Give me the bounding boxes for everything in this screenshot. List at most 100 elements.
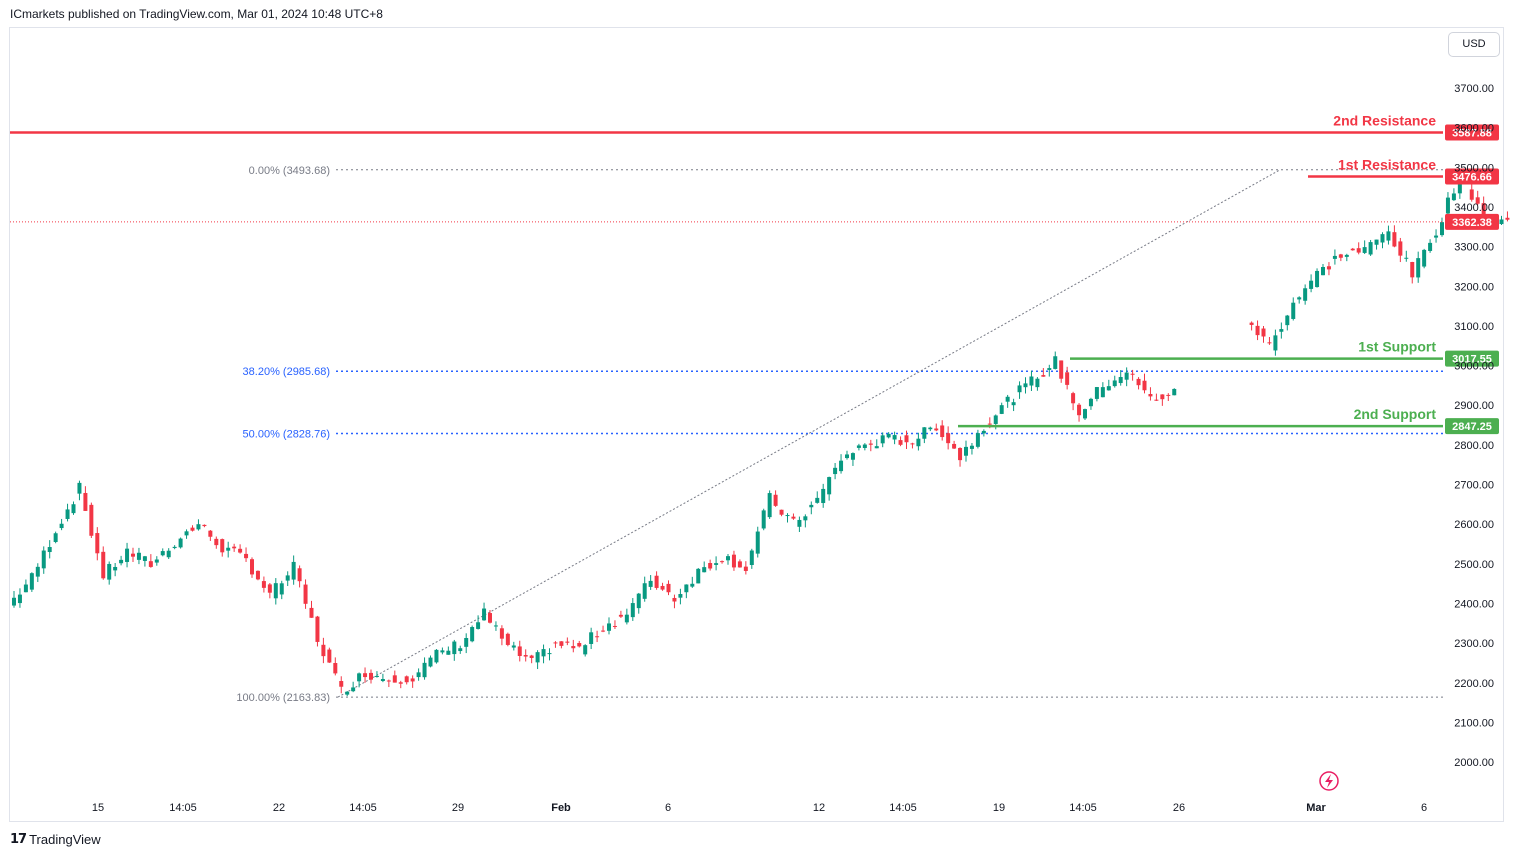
x-tick-label: 26 xyxy=(1173,802,1185,814)
candle-body xyxy=(410,678,415,682)
candle-body xyxy=(1273,335,1278,351)
candle-body xyxy=(1410,261,1415,278)
candle-body xyxy=(1309,280,1314,289)
level-label: 2nd Support xyxy=(1354,406,1437,422)
candle-body xyxy=(1285,315,1290,326)
candle-body xyxy=(1011,402,1016,406)
candle-body xyxy=(874,446,879,449)
candle-body xyxy=(791,516,796,519)
candle-body xyxy=(226,547,231,551)
candle-body xyxy=(856,445,861,448)
candle-body xyxy=(339,681,344,687)
candle-body xyxy=(928,427,933,430)
tradingview-brand: TradingView xyxy=(29,831,101,847)
chart-frame[interactable] xyxy=(9,27,1504,822)
candle-body xyxy=(422,662,427,678)
y-tick-label: 2900.00 xyxy=(1454,400,1494,412)
candle-body xyxy=(517,646,522,656)
candle-body xyxy=(505,633,510,645)
candle-body xyxy=(1392,232,1397,247)
candle-body xyxy=(398,682,403,684)
candle-body xyxy=(59,523,64,529)
candle-body xyxy=(1160,394,1165,400)
candle-body xyxy=(345,691,350,695)
candle-body xyxy=(303,584,308,604)
candle-body xyxy=(684,584,689,593)
candle-body xyxy=(1386,231,1391,241)
candle-body xyxy=(1326,266,1331,270)
candle-body xyxy=(642,583,647,599)
publisher-caption: ICmarkets published on TradingView.com, … xyxy=(10,7,383,21)
price-tag xyxy=(1445,168,1499,185)
candle-body xyxy=(267,584,272,593)
candle-body xyxy=(363,673,368,678)
candle-body xyxy=(309,607,314,618)
candle-body xyxy=(1172,388,1177,396)
candle-body xyxy=(880,435,885,444)
y-tick-label: 2400.00 xyxy=(1454,598,1494,610)
candle-body xyxy=(767,493,772,518)
tradingview-footer: 𝟭𝟳 TradingView xyxy=(10,831,101,847)
candle-body xyxy=(601,630,606,632)
candle-body xyxy=(101,551,106,579)
x-tick-label: 14:05 xyxy=(1069,802,1097,814)
flash-icon xyxy=(1319,771,1339,791)
candle-body xyxy=(535,652,540,663)
candle-body xyxy=(273,583,278,599)
x-tick-label: Mar xyxy=(1306,802,1326,814)
candle-body xyxy=(154,559,159,563)
candle-body xyxy=(1005,396,1010,402)
candle-body xyxy=(166,550,171,558)
candle-body xyxy=(1475,197,1480,204)
candle-body xyxy=(1505,217,1510,220)
fib-level-label: 100.00% (2163.83) xyxy=(236,692,330,704)
candle-body xyxy=(1094,387,1099,399)
candle-body xyxy=(672,597,677,602)
candle-body xyxy=(351,687,356,692)
candle-body xyxy=(773,494,778,506)
candle-body xyxy=(904,435,909,443)
candle-body xyxy=(1077,404,1082,416)
candle-body xyxy=(886,433,891,438)
candle-body xyxy=(369,672,373,680)
candle-body xyxy=(255,570,260,580)
candle-body xyxy=(65,509,70,519)
fib-level-label: 38.20% (2985.68) xyxy=(243,366,330,378)
candle-body xyxy=(1362,247,1367,253)
candle-body xyxy=(547,653,552,655)
currency-selector[interactable]: USD xyxy=(1448,32,1500,57)
candle-body xyxy=(1332,255,1337,259)
x-tick-label: 12 xyxy=(813,802,825,814)
candle-body xyxy=(946,433,951,444)
candle-body xyxy=(964,446,968,456)
tradingview-logo-icon: 𝟭𝟳 xyxy=(10,831,27,846)
candle-body xyxy=(488,613,492,623)
candle-body xyxy=(404,676,409,683)
candle-body xyxy=(291,561,296,580)
candle-body xyxy=(761,510,766,529)
candle-body xyxy=(1457,177,1462,194)
candle-body xyxy=(726,556,730,561)
fib-trend-line xyxy=(337,169,1281,698)
fib-level-label: 0.00% (3493.68) xyxy=(249,165,330,177)
candle-body xyxy=(232,546,237,549)
candle-body xyxy=(755,531,760,554)
candle-body xyxy=(136,552,141,560)
candle-body xyxy=(523,655,528,657)
candle-body xyxy=(654,575,659,588)
candle-body xyxy=(1154,399,1159,401)
candle-body xyxy=(1124,372,1129,380)
candle-body xyxy=(987,423,992,425)
y-tick-label: 2700.00 xyxy=(1454,480,1494,492)
candle-body xyxy=(261,581,266,588)
candle-body xyxy=(541,649,546,657)
candle-body xyxy=(1112,380,1117,387)
candle-body xyxy=(1118,377,1123,384)
candle-body xyxy=(589,632,594,644)
y-tick-label: 2500.00 xyxy=(1454,559,1494,571)
price-tag xyxy=(1445,418,1499,435)
level-label: 1st Resistance xyxy=(1338,157,1436,173)
level-label: 2nd Resistance xyxy=(1333,112,1436,128)
x-tick-label: 19 xyxy=(993,802,1005,814)
